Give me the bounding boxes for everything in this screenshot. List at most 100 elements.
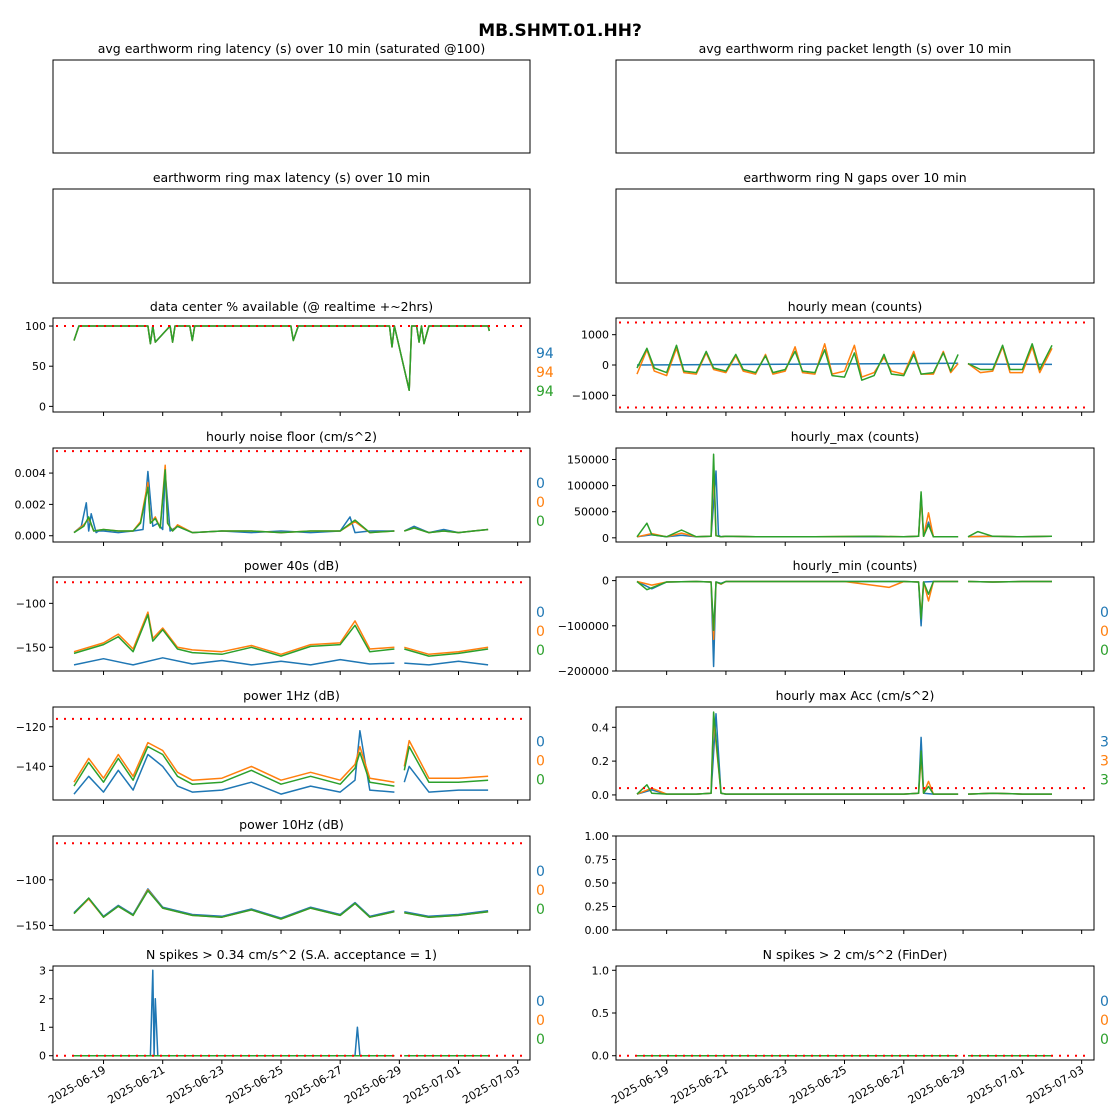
latest-value-ch3: 0: [1100, 643, 1109, 659]
y-tick-label: 50: [32, 360, 46, 373]
series-line-ch3: [636, 453, 959, 538]
y-tick-label: −140: [16, 760, 46, 773]
latest-value-ch3: 0: [536, 643, 545, 659]
panel-p1hz: power 1Hz (dB) −140 −120 0 0 0: [16, 688, 545, 804]
panel-title: hourly_max (counts): [791, 429, 920, 444]
latest-value-ch1: 0: [536, 735, 545, 751]
series-line-ch1: [636, 580, 959, 668]
latest-value-ch2: 0: [536, 624, 545, 640]
y-tick-label: 1000: [581, 329, 609, 342]
y-tick-label: 0: [602, 532, 609, 545]
panel-hmax: hourly_max (counts) 0 50000 100000 150000: [567, 429, 1095, 546]
series-line-ch1: [403, 765, 489, 793]
series-line-ch3: [636, 711, 959, 795]
y-tick-label: 150000: [567, 453, 609, 466]
series-line-ch3: [404, 527, 489, 534]
panel-title: hourly max Acc (cm/s^2): [776, 688, 935, 703]
series-line-ch2: [73, 741, 395, 783]
panel-title: hourly mean (counts): [788, 299, 922, 314]
y-tick-label: 0.0: [592, 789, 610, 802]
x-tick-label: 2025-06-25: [787, 1063, 849, 1106]
panel-title: hourly noise floor (cm/s^2): [206, 429, 377, 444]
series-line-ch1: [404, 910, 489, 918]
series-line-ch3: [967, 343, 1053, 371]
series-line-ch2: [967, 346, 1053, 374]
panel-mean: hourly mean (counts) −1000 0 1000: [572, 299, 1095, 416]
y-tick-label: 3: [39, 964, 46, 977]
x-tick-label: 2025-07-01: [401, 1063, 463, 1106]
x-tick-label: 2025-06-27: [283, 1063, 345, 1106]
latest-value-ch3: 0: [536, 514, 545, 530]
panel-title: earthworm ring N gaps over 10 min: [743, 170, 966, 185]
panel-spikes034: N spikes > 0.34 cm/s^2 (S.A. acceptance …: [39, 947, 545, 1107]
latest-value-ch3: 0: [536, 1032, 545, 1048]
y-tick-label: 0.004: [15, 467, 47, 480]
panel-title: power 1Hz (dB): [243, 688, 340, 703]
plot-frame: [52, 59, 531, 154]
latest-value-ch2: 94: [536, 365, 554, 381]
y-tick-label: −150: [16, 641, 46, 654]
series-line-ch3: [967, 530, 1053, 538]
x-tick-label: 2025-06-21: [669, 1063, 731, 1106]
series-line-ch3: [967, 792, 1052, 795]
x-tick-label: 2025-06-23: [164, 1063, 226, 1106]
x-tick-label: 2025-06-21: [105, 1063, 167, 1106]
y-tick-label: 0.50: [585, 877, 610, 890]
y-tick-label: −100000: [558, 620, 609, 633]
plot-frame: [52, 965, 531, 1061]
series-line-ch3: [404, 910, 489, 918]
latest-value-ch1: 0: [536, 994, 545, 1010]
series-line-ch3: [404, 648, 489, 657]
latest-value-ch1: 0: [536, 605, 545, 621]
x-tick-label: 2025-06-19: [609, 1063, 671, 1106]
latest-value-ch2: 0: [536, 495, 545, 511]
x-tick-label: 2025-07-03: [1024, 1063, 1086, 1106]
plot-frame: [615, 447, 1095, 543]
series-line-ch3: [967, 580, 1052, 583]
plot-frame: [52, 706, 531, 801]
plot-frame: [52, 317, 531, 413]
y-tick-label: 1.0: [592, 964, 610, 977]
latest-value-ch3: 3: [1100, 773, 1109, 789]
latest-value-ch1: 94: [536, 346, 554, 362]
plot-frame: [615, 835, 1095, 931]
y-tick-label: −100: [16, 874, 46, 887]
y-tick-label: −150: [16, 919, 46, 932]
y-tick-label: 0: [602, 575, 609, 588]
plot-frame: [52, 188, 531, 284]
y-tick-label: 0.00: [585, 924, 610, 937]
series-line-ch1: [73, 729, 395, 795]
panel-noise: hourly noise floor (cm/s^2) 0.000 0.002 0.0…: [15, 429, 545, 546]
panel-title: power 10Hz (dB): [239, 817, 344, 832]
y-tick-label: 0: [39, 400, 46, 413]
panel-hacc: hourly max Acc (cm/s^2) 0.0 0.2 0.4 3 3 3: [592, 688, 1109, 804]
series-line-ch3: [636, 344, 959, 381]
y-tick-label: 1.00: [585, 830, 610, 843]
series-line-ch2: [403, 739, 489, 779]
series-line-ch2: [636, 466, 959, 538]
latest-value-ch1: 3: [1100, 735, 1109, 751]
x-tick-label: 2025-07-03: [460, 1063, 522, 1106]
plot-frame: [615, 965, 1095, 1061]
series-line-ch1: [636, 362, 959, 366]
latest-value-ch3: 0: [536, 902, 545, 918]
y-tick-label: 2: [39, 993, 46, 1006]
latest-value-ch2: 3: [1100, 754, 1109, 770]
y-tick-label: −100: [16, 597, 46, 610]
series-line-ch3: [73, 325, 491, 392]
y-tick-label: 0.25: [585, 901, 610, 914]
latest-value-ch1: 0: [1100, 605, 1109, 621]
series-line-ch3: [636, 580, 959, 632]
panel-title: hourly_min (counts): [793, 558, 918, 573]
latest-value-ch3: 94: [536, 384, 554, 400]
y-tick-label: 100000: [567, 480, 609, 493]
y-tick-label: 0: [602, 359, 609, 372]
plot-frame: [52, 835, 531, 931]
y-tick-label: 0.2: [592, 755, 610, 768]
series-line-ch2: [73, 611, 395, 656]
plot-frame: [52, 576, 531, 672]
series-line-ch3: [73, 469, 395, 534]
panel-p10hz: power 10Hz (dB) −150 −100 0 0 0: [16, 817, 545, 934]
y-tick-label: −120: [16, 721, 46, 734]
